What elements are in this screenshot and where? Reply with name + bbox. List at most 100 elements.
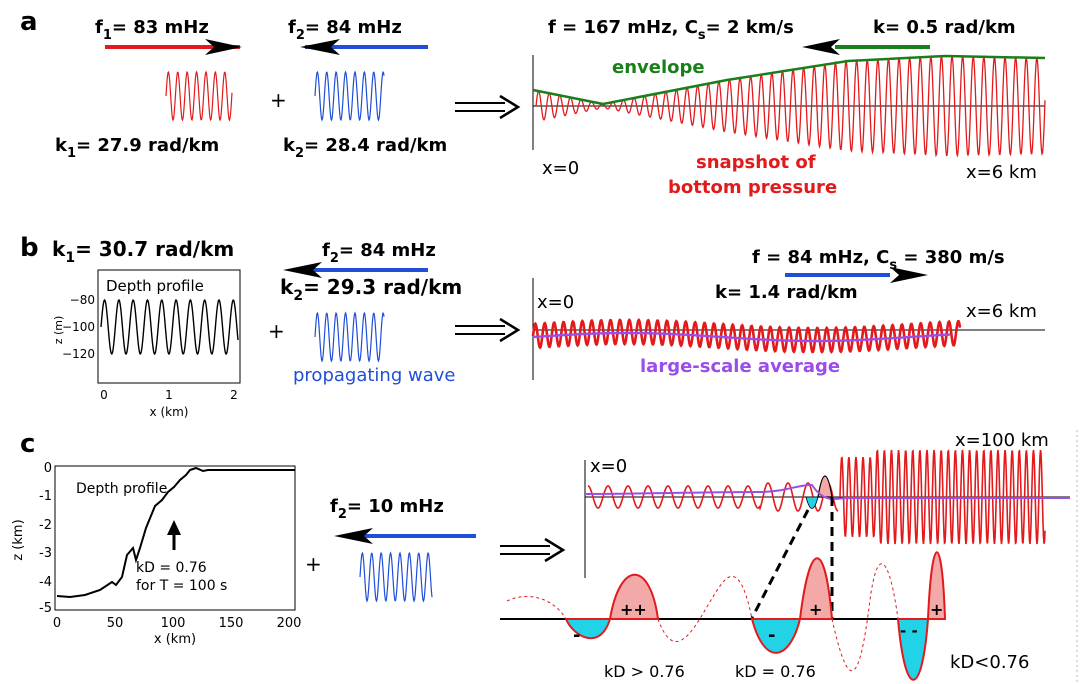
panel-a-red-wave: [165, 70, 233, 122]
panel-b-k1-label: k1= 30.7 rad/km: [52, 237, 234, 266]
panel-b-result-wave: [531, 317, 962, 354]
panel-b-plus: +: [268, 319, 285, 343]
panel-c-ytick: -3: [39, 546, 52, 561]
panel-c-dotted-seg: [506, 596, 567, 620]
panel-c-inset-title: Depth profile: [76, 481, 167, 497]
panel-c-lobe-3: [750, 618, 802, 654]
panel-c-x100: x=100 km: [955, 430, 1049, 451]
panel-b-k-result: k= 1.4 rad/km: [715, 282, 858, 303]
panel-a-implies-arrow: [455, 94, 521, 120]
panel-b-implies-arrow: [455, 317, 521, 343]
panel-b-ytick: −80: [70, 293, 95, 307]
panel-a-f2-label: f2= 84 mHz: [288, 17, 402, 43]
panel-b-ytick: −100: [62, 320, 95, 334]
panel-c-dotted-seg: [831, 563, 899, 672]
panel-b: b k1= 30.7 rad/km Depth profile −80 −100…: [20, 233, 1045, 419]
panel-c-kd-gt: kD > 0.76: [604, 662, 685, 681]
panel-b-depth-curve: [100, 298, 239, 356]
panel-c-f2-label: f2= 10 mHz: [330, 496, 444, 522]
panel-c-bathymetry-curve: [56, 466, 295, 599]
panel-b-k2-label: k2= 29.3 rad/km: [280, 275, 462, 304]
panel-b-f2-arrow-head: [283, 262, 322, 278]
panel-a-bottom-pressure-wave: [535, 54, 1046, 158]
panel-b-average-label: large-scale average: [640, 356, 840, 377]
panel-a-k2-label: k2= 28.4 rad/km: [283, 135, 447, 161]
panel-c-sign: -: [768, 625, 775, 646]
panel-a-snapshot-line1: snapshot of: [696, 152, 816, 173]
panel-c-annot-line1: kD = 0.76: [136, 560, 207, 576]
panel-c-implies-arrow: [500, 537, 566, 563]
panel-b-ytick: −120: [62, 347, 95, 361]
panel-c-sign: +: [809, 600, 822, 619]
panel-b-average-curve: [532, 331, 951, 343]
panel-a-plus: +: [270, 88, 287, 112]
panel-c-letter: c: [20, 429, 35, 459]
panel-c-annot-line2: for T = 100 s: [136, 578, 227, 594]
panel-c-lobe-2: [608, 574, 660, 620]
panel-c-lobe-1: [564, 618, 612, 640]
panel-c-kd-eq: kD = 0.76: [735, 662, 816, 681]
panel-c-x0: x=0: [590, 456, 627, 477]
panel-a-snapshot-line2: bottom pressure: [668, 177, 837, 198]
panel-c-blue-wave: [359, 551, 433, 603]
panel-c-kd-lt: kD<0.76: [950, 652, 1029, 673]
panel-a-x6: x=6 km: [966, 162, 1037, 183]
panel-b-result-arrow-head: [890, 267, 928, 283]
panel-b-xtick: 1: [165, 388, 173, 402]
panel-a: a f1= 83 mHz f2= 84 mHz + k1= 27.9 rad/k…: [20, 7, 1046, 198]
panel-c-xtick: 50: [107, 616, 124, 631]
panel-c-xlabel: x (km): [154, 632, 196, 647]
panel-b-propagating-label: propagating wave: [293, 365, 455, 386]
panel-a-k1-label: k1= 27.9 rad/km: [55, 135, 219, 161]
panel-c-sign: +: [930, 600, 943, 619]
panel-a-green-arrow-head: [802, 39, 840, 55]
panel-c-plus: +: [305, 552, 322, 576]
panel-c-dotted-seg: [657, 576, 753, 642]
panel-b-xtick: 0: [100, 388, 108, 402]
panel-c-ytick: -4: [39, 575, 52, 590]
panel-c-ytick: 0: [44, 461, 52, 476]
panel-b-xtick: 2: [230, 388, 238, 402]
panel-c-f2-arrow-head: [334, 528, 373, 544]
panel-c-lobe-6: [926, 551, 947, 620]
panel-b-result-label: f = 84 mHz, Cs = 380 m/s: [752, 247, 1005, 273]
panel-a-letter: a: [20, 7, 38, 37]
panel-a-envelope-line: [532, 54, 1046, 106]
panel-a-result-label: f = 167 mHz, Cs= 2 km/s: [548, 17, 794, 43]
panel-a-k-result: k= 0.5 rad/km: [873, 17, 1016, 38]
panel-c-lobe-4: [798, 557, 834, 620]
panel-c-xtick: 150: [219, 616, 244, 631]
panel-c-ylabel: z (km): [11, 519, 26, 560]
panel-b-ylabel: z (m): [52, 316, 65, 345]
panel-c-xtick: 200: [277, 616, 302, 631]
panel-c-lobe-5: [896, 618, 930, 681]
panel-b-x6: x=6 km: [966, 301, 1037, 322]
panel-b-inset-title-bg: [101, 275, 226, 295]
panel-c-ytick: -2: [39, 518, 52, 533]
panel-b-blue-wave: [314, 311, 385, 363]
panel-b-xlabel: x (km): [150, 405, 189, 419]
panel-c-crest-fill: [817, 475, 833, 498]
panel-a-f1-label: f1= 83 mHz: [95, 17, 209, 43]
panel-c-sign: - -: [900, 622, 918, 640]
panel-a-f2-arrow-head: [300, 39, 340, 55]
panel-c-depth-inset: Depth profile kD = 0.76 for T = 100 s 0 …: [11, 461, 301, 647]
panel-c-left-wave: [587, 482, 839, 512]
panel-c: c Depth profile kD = 0.76 for T = 100 s …: [11, 429, 1078, 684]
panel-b-f2-label: f2= 84 mHz: [322, 240, 436, 266]
panel-b-x0: x=0: [537, 292, 574, 313]
panel-c-sign: ++: [620, 600, 647, 619]
panel-a-x0: x=0: [542, 158, 579, 179]
panel-c-ytick: -5: [39, 601, 52, 616]
panel-c-annot-arrow-head: [167, 520, 181, 535]
panel-c-ytick: -1: [39, 489, 52, 504]
panel-c-sign: -: [573, 625, 580, 646]
panel-a-blue-wave: [314, 70, 385, 122]
panel-c-right-wave: [839, 449, 1046, 545]
panel-b-inset-title: Depth profile: [106, 277, 204, 295]
panel-a-envelope-label: envelope: [612, 57, 705, 78]
panel-c-xtick: 100: [161, 616, 186, 631]
panel-c-average-curve: [584, 483, 1070, 500]
panel-c-zoom-line-left: [750, 509, 810, 619]
